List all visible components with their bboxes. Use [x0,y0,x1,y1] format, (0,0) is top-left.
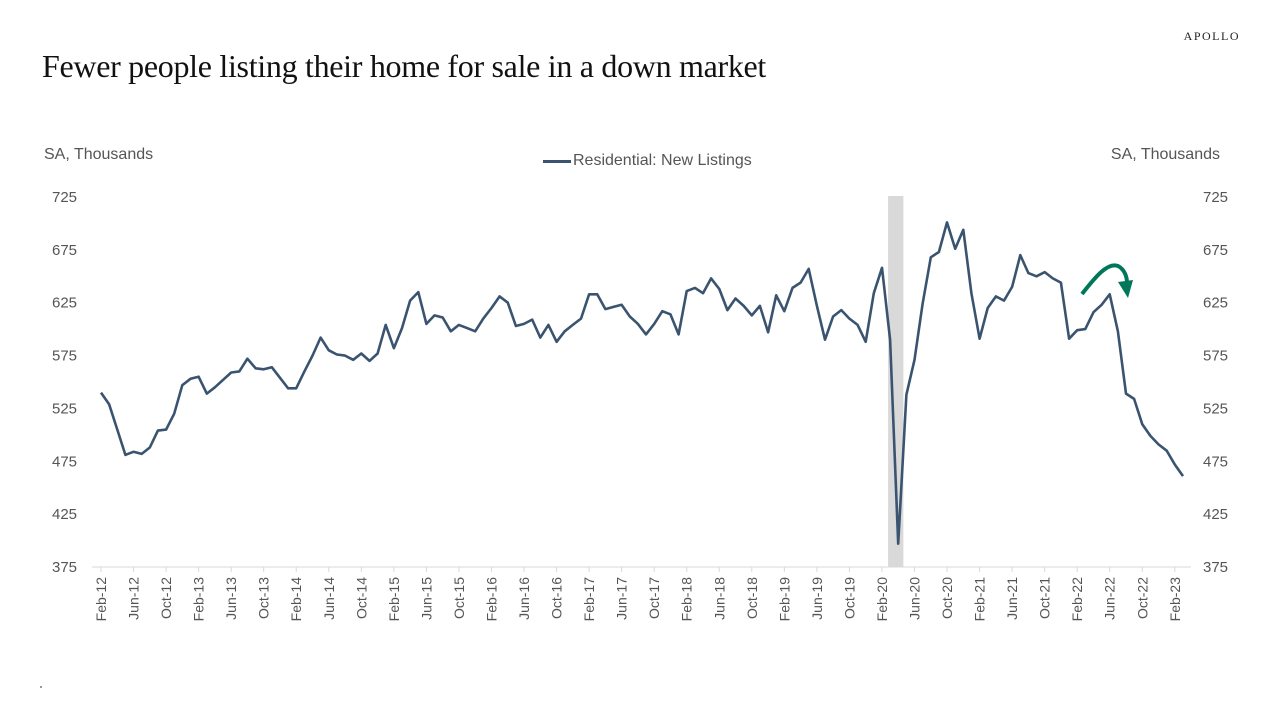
y-tick-label-left: 425 [52,506,77,523]
y-tick-label-right: 725 [1203,189,1228,206]
x-tick-label: Jun-20 [907,577,923,620]
x-tick-label: Oct-21 [1037,577,1053,619]
x-tick-label: Feb-22 [1069,577,1085,622]
x-tick-label: Oct-17 [646,577,662,619]
footnote-dot [40,686,42,688]
legend-label: Residential: New Listings [573,152,752,169]
y-tick-label-right: 525 [1203,400,1228,417]
legend: Residential: New Listings [543,152,752,170]
x-tick-label: Feb-18 [679,577,695,622]
x-tick-label: Feb-13 [191,577,207,622]
left-axis-unit-label: SA, Thousands [44,146,154,163]
x-tick-label: Jun-12 [126,577,142,620]
x-tick-label: Oct-13 [256,577,272,619]
x-tick-label: Jun-13 [223,577,239,620]
x-tick-label: Jun-16 [516,577,532,620]
x-tick-label: Feb-14 [288,577,304,622]
annotation-arrow-head [1118,280,1133,298]
y-tick-label-right: 375 [1203,559,1228,576]
y-tick-label-right: 575 [1203,348,1228,365]
x-tick-label: Feb-12 [93,577,109,622]
y-tick-label-right: 425 [1203,506,1228,523]
chart-title: Fewer people listing their home for sale… [42,48,767,84]
x-tick-label: Oct-15 [451,577,467,619]
x-tick-label: Feb-16 [483,577,499,622]
x-tick-label: Feb-15 [386,577,402,622]
x-tick-label: Feb-20 [874,577,890,622]
x-tick-label: Oct-14 [353,577,369,619]
x-tick-label: Oct-19 [841,577,857,619]
y-tick-label-left: 725 [52,189,77,206]
y-tick-label-left: 675 [52,242,77,259]
x-tick-label: Jun-22 [1102,577,1118,620]
x-tick-label: Feb-21 [972,577,988,622]
x-tick-label: Jun-21 [1004,577,1020,620]
y-tick-label-left: 625 [52,295,77,312]
x-tick-label: Jun-17 [614,577,630,620]
x-tick-label: Oct-18 [744,577,760,619]
y-tick-label-left: 525 [52,400,77,417]
x-tick-label: Oct-22 [1134,577,1150,619]
y-tick-label-right: 475 [1203,453,1228,470]
x-tick-label: Feb-19 [776,577,792,622]
y-tick-label-left: 475 [52,453,77,470]
x-tick-label: Feb-17 [581,577,597,622]
brand-logo: APOLLO [1183,29,1240,43]
x-tick-label: Jun-18 [711,577,727,620]
x-tick-label: Oct-12 [158,577,174,619]
y-tick-label-right: 625 [1203,295,1228,312]
x-tick-label: Feb-23 [1167,577,1183,622]
y-tick-label-left: 575 [52,348,77,365]
y-tick-label-right: 675 [1203,242,1228,259]
x-tick-label: Jun-19 [809,577,825,620]
recession-shading [888,196,904,567]
right-axis-unit-label: SA, Thousands [1110,146,1220,163]
x-tick-label: Jun-14 [321,577,337,620]
y-tick-label-left: 375 [52,559,77,576]
x-tick-label: Oct-16 [549,577,565,619]
annotation-arrow-curve [1080,263,1129,296]
x-tick-label: Jun-15 [418,577,434,620]
x-tick-label: Oct-20 [939,577,955,619]
series-line-new-listings [99,221,1185,546]
legend-swatch [543,159,571,163]
